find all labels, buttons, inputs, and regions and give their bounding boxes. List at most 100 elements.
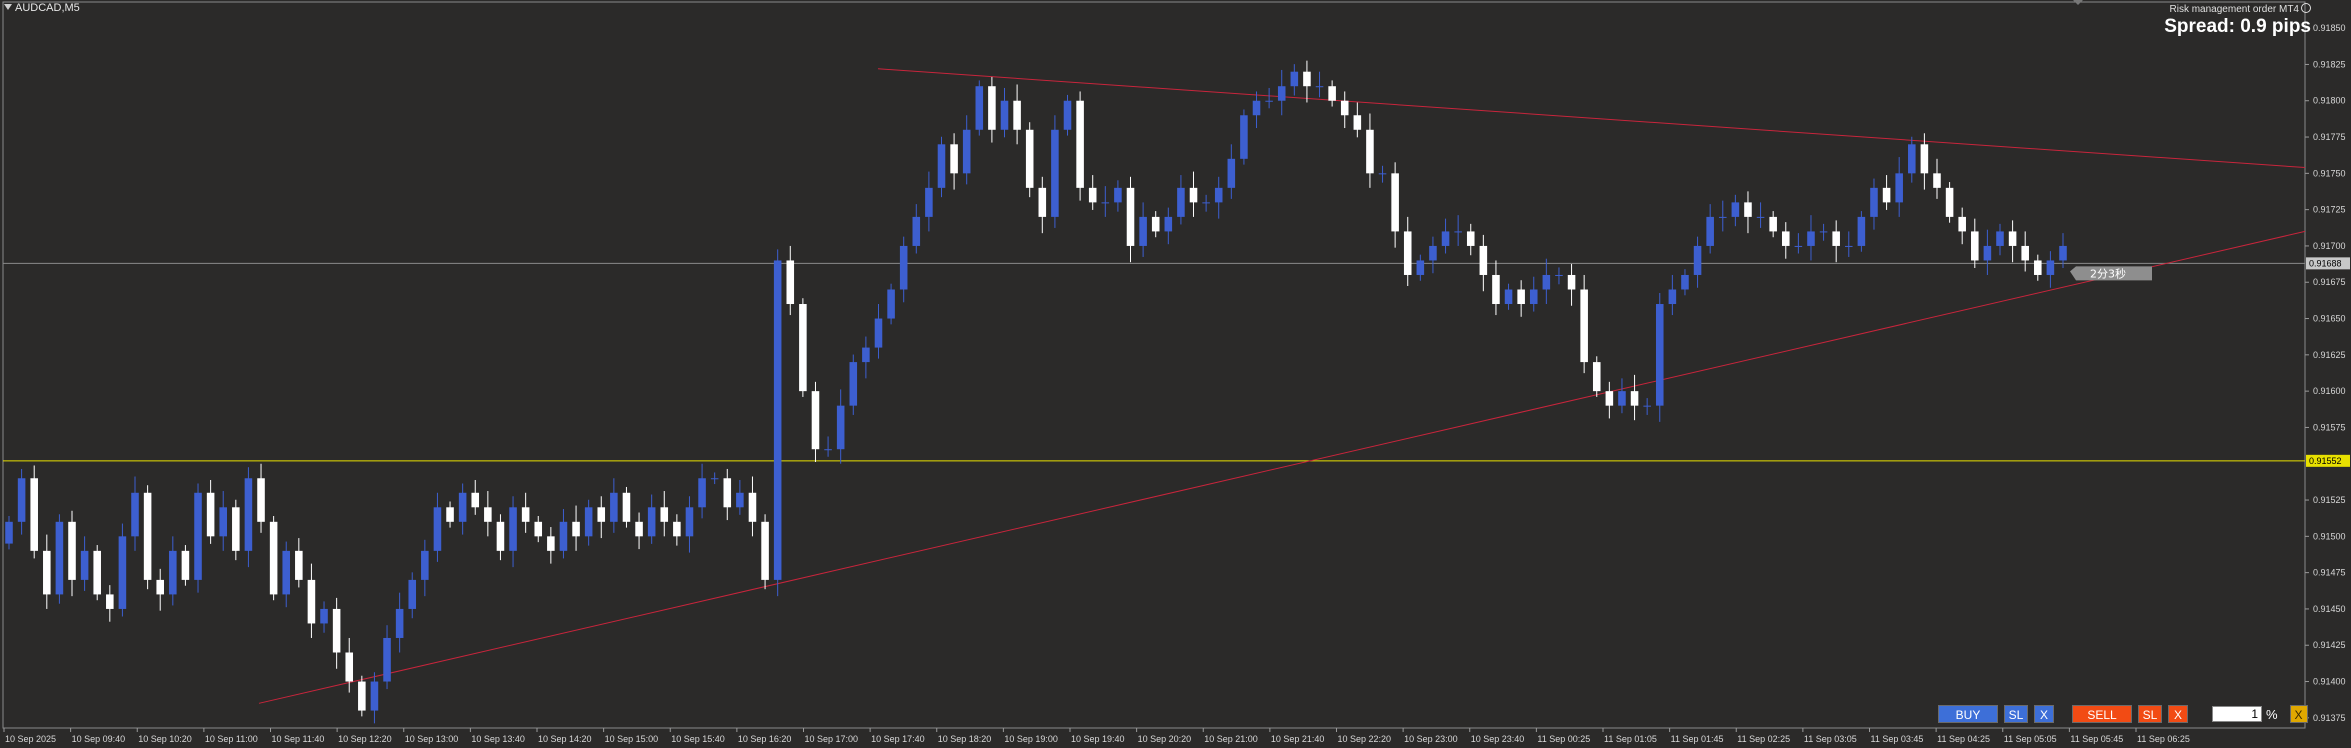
candle-bull <box>1870 187 1878 217</box>
candle-bull <box>1681 274 1689 290</box>
x-tick-label: 10 Sep 17:00 <box>805 734 859 744</box>
candle-bear <box>1366 129 1374 174</box>
candle-bear <box>534 521 543 537</box>
candle-bear <box>68 521 76 580</box>
x-tick-label: 11 Sep 00:25 <box>1537 734 1590 744</box>
risk-percent-input[interactable] <box>2212 706 2262 722</box>
candle-bull <box>1051 129 1059 217</box>
buy-button[interactable]: BUY <box>1938 705 1998 723</box>
candle-bull <box>1265 100 1273 102</box>
candle-bull <box>1807 231 1815 246</box>
buy-close-button[interactable]: X <box>2034 705 2054 723</box>
candle-bull <box>1277 86 1286 101</box>
x-tick-label: 10 Sep 13:00 <box>405 734 459 744</box>
candle-bear <box>1466 231 1475 246</box>
candle-bull <box>1756 216 1765 218</box>
candle-bull <box>736 492 744 508</box>
dropdown-triangle-icon[interactable] <box>4 4 12 10</box>
candle-bull <box>408 579 417 609</box>
candle-bull <box>1429 245 1437 261</box>
x-tick-label: 10 Sep 19:00 <box>1004 734 1058 744</box>
candle-bear <box>1580 289 1588 363</box>
candle-bull <box>962 129 971 174</box>
candle-bull <box>1202 202 1210 204</box>
candle-bear <box>269 521 278 595</box>
x-tick-label: 10 Sep 09:40 <box>72 734 126 744</box>
candle-bull <box>5 521 13 544</box>
clock-icon[interactable] <box>2301 3 2311 13</box>
candle-bear <box>1769 216 1777 232</box>
candle-bull <box>1819 231 1828 233</box>
candle-bull <box>1668 289 1677 305</box>
close-all-button[interactable]: X <box>2289 705 2308 723</box>
candle-bull <box>433 507 442 551</box>
candle-bear <box>93 550 101 595</box>
candle-bear <box>1605 391 1614 406</box>
candle-bull <box>975 86 984 130</box>
candle-bull <box>55 521 64 595</box>
y-tick-label: 0.91750 <box>2313 168 2346 178</box>
x-tick-label: 10 Sep 11:40 <box>272 734 325 744</box>
candle-bull <box>610 492 618 522</box>
candle-bull <box>1139 216 1147 246</box>
buy-sl-button[interactable]: SL <box>2004 705 2028 723</box>
sell-close-button[interactable]: X <box>2168 705 2188 723</box>
candle-bull <box>421 550 429 580</box>
y-tick-label: 0.91675 <box>2313 277 2346 287</box>
y-tick-label: 0.91600 <box>2313 386 2346 396</box>
x-tick-label: 11 Sep 04:25 <box>1937 734 1990 744</box>
candle-bull <box>1706 216 1714 246</box>
candle-bear <box>2021 245 2029 261</box>
candle-bear <box>1013 100 1021 130</box>
candle-bull <box>1177 187 1185 217</box>
candle-bull <box>1101 202 1110 204</box>
y-tick-label: 0.91825 <box>2313 59 2346 69</box>
symbol-label: AUDCAD,M5 <box>4 2 80 14</box>
y-tick-label: 0.91575 <box>2313 422 2346 432</box>
candle-bull <box>131 492 139 537</box>
candle-bull <box>282 550 291 595</box>
candle-bull <box>1252 100 1261 116</box>
candle-bull <box>685 507 694 537</box>
risk-management-box: Risk management order MT4 Spread: 0.9 pi… <box>2164 3 2311 38</box>
candle-bull <box>584 507 593 537</box>
candle-bull <box>874 318 883 348</box>
candle-bear <box>988 86 996 130</box>
candle-bear <box>950 144 958 174</box>
candle-bull <box>118 536 127 609</box>
candle-bear <box>1391 173 1399 232</box>
x-tick-label: 11 Sep 06:25 <box>2137 734 2190 744</box>
x-tick-label: 11 Sep 02:25 <box>1737 734 1790 744</box>
candle-bear <box>496 521 505 551</box>
candle-bear <box>1630 391 1639 406</box>
candle-bull <box>244 478 253 551</box>
candle-bear <box>1945 187 1954 217</box>
sell-sl-button[interactable]: SL <box>2138 705 2162 723</box>
candle-bull <box>383 637 391 682</box>
candle-bear <box>1038 187 1047 217</box>
candle-bear <box>1958 216 1966 232</box>
candle-bull <box>1643 405 1651 407</box>
candle-bull <box>1618 391 1626 406</box>
x-tick-label: 10 Sep 15:40 <box>671 734 725 744</box>
candle-bull <box>458 492 467 522</box>
candle-bear <box>622 492 631 522</box>
x-tick-label: 11 Sep 05:45 <box>2070 734 2123 744</box>
x-tick-label: 10 Sep 18:20 <box>938 734 992 744</box>
candle-bull <box>1441 231 1450 246</box>
candle-bull <box>1063 100 1072 130</box>
sell-button[interactable]: SELL <box>2072 705 2132 723</box>
candle-bear <box>673 521 681 537</box>
candle-bear <box>484 507 492 522</box>
candle-bear <box>295 550 303 580</box>
candle-bear <box>1832 231 1840 246</box>
support-price-tag <box>2306 454 2350 467</box>
candle-bear <box>1403 231 1412 275</box>
candle-bear <box>1971 231 1979 261</box>
candle-bear <box>206 492 215 537</box>
candle-bull <box>1290 71 1299 87</box>
candle-bull <box>509 507 517 551</box>
candle-bull <box>1655 304 1664 406</box>
candle-bear <box>156 579 164 595</box>
